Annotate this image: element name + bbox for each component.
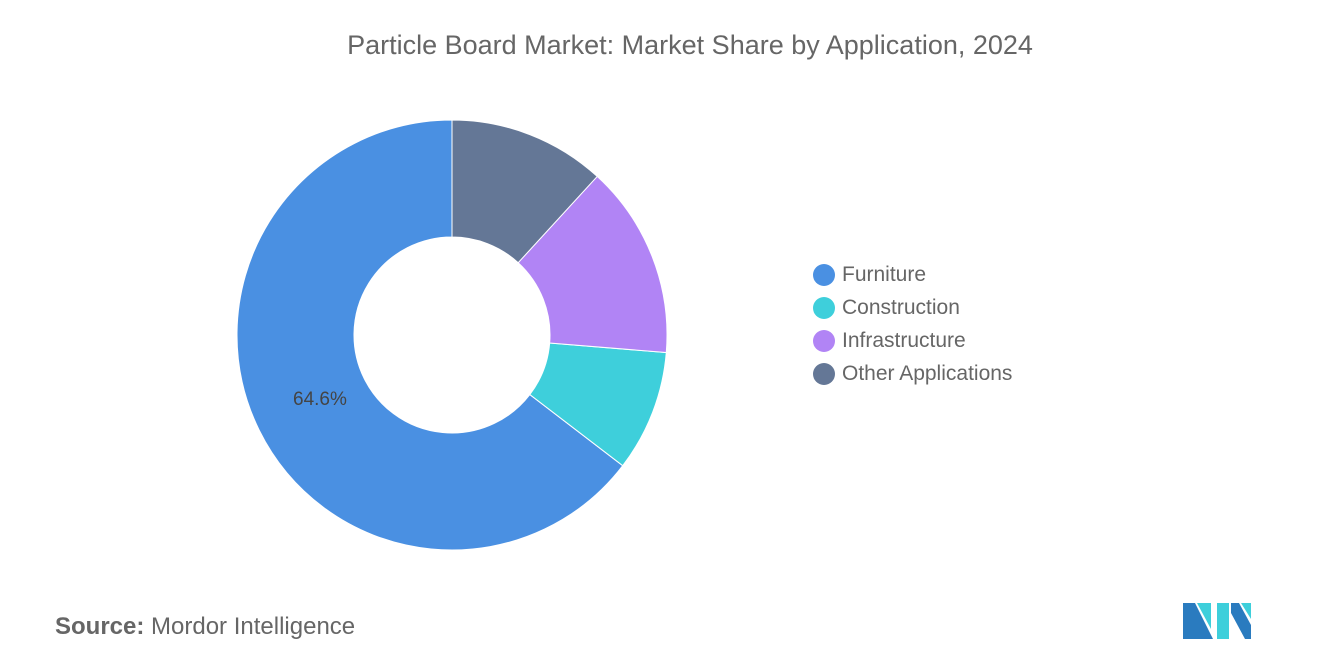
legend-swatch	[813, 362, 835, 385]
legend-label: Infrastructure	[842, 328, 966, 352]
mordor-intelligence-logo	[1183, 603, 1251, 639]
source-label: Source:	[55, 613, 145, 640]
legend-label: Other Applications	[842, 361, 1013, 385]
slice-infrastructure	[517, 175, 668, 354]
legend-label: Construction	[842, 295, 960, 319]
legend-swatch	[813, 296, 835, 319]
data-label: 64.6%	[293, 389, 347, 410]
slice-other-applications	[451, 119, 598, 264]
source: Source: Mordor Intelligence	[55, 613, 355, 641]
legend-item: Construction	[813, 291, 1012, 324]
legend: Furniture Construction Infrastructure Other…	[813, 258, 1012, 390]
legend-item: Furniture	[813, 258, 1012, 291]
legend-swatch	[813, 329, 835, 352]
legend-label: Furniture	[842, 262, 927, 286]
slice-furniture	[236, 119, 624, 551]
legend-item: Infrastructure	[813, 324, 1012, 357]
source-value: Mordor Intelligence	[151, 613, 356, 640]
chart-title: Particle Board Market: Market Share by A…	[347, 30, 1033, 60]
legend-item: Other Applications	[813, 357, 1012, 390]
legend-swatch	[813, 263, 835, 286]
